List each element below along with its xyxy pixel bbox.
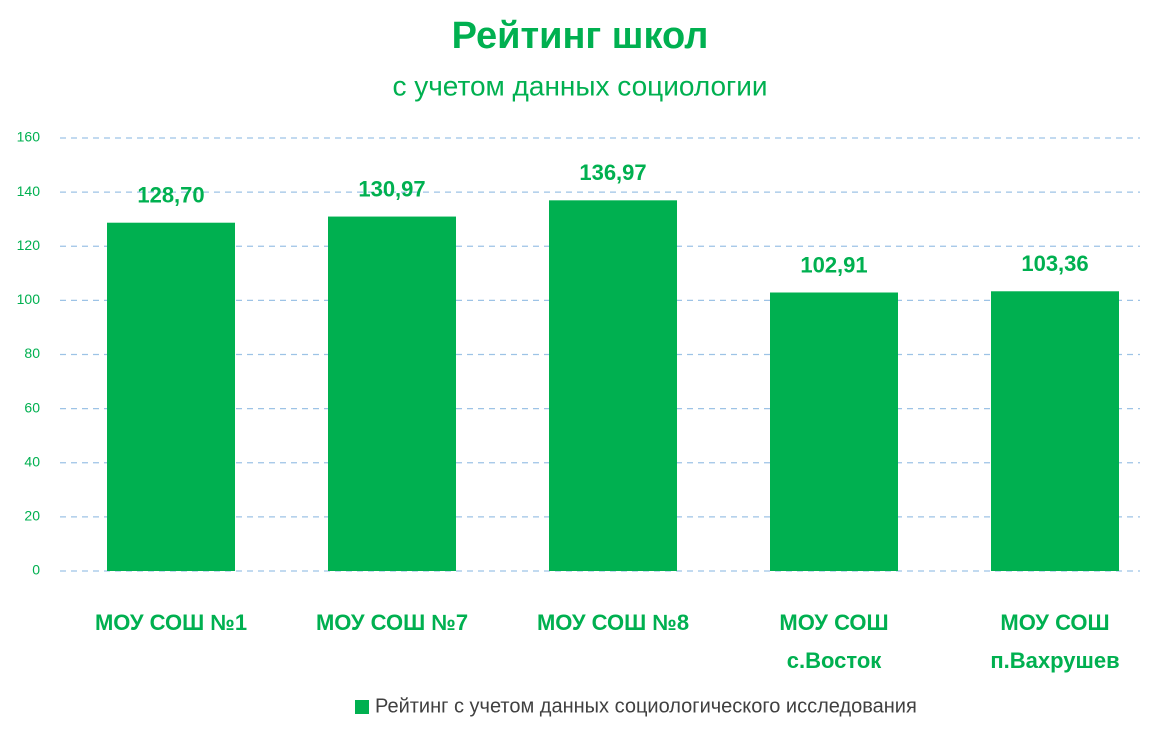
bar	[770, 292, 898, 571]
bar	[991, 291, 1119, 571]
bar	[107, 222, 235, 571]
x-tick-label: МОУ СОШ №7	[316, 610, 468, 635]
value-label: 130,97	[358, 176, 425, 201]
chart-title: Рейтинг школ	[452, 15, 709, 57]
y-tick-label: 80	[24, 345, 40, 361]
value-label: 136,97	[579, 160, 646, 185]
bar	[549, 200, 677, 571]
y-tick-label: 100	[17, 291, 41, 307]
chart-subtitle: с учетом данных социологии	[392, 70, 767, 101]
value-label: 103,36	[1021, 251, 1088, 276]
legend-swatch	[355, 700, 369, 714]
value-label: 102,91	[800, 252, 867, 277]
y-tick-label: 140	[17, 183, 41, 199]
y-tick-label: 160	[17, 129, 41, 145]
y-tick-label: 20	[24, 508, 40, 524]
y-tick-label: 40	[24, 453, 40, 469]
y-tick-label: 60	[24, 399, 40, 415]
y-tick-label: 120	[17, 237, 41, 253]
x-tick-label: МОУ СОШ №8	[537, 610, 689, 635]
x-tick-label: МОУ СОШ №1	[95, 610, 247, 635]
x-tick-label: МОУ СОШ	[779, 610, 888, 635]
x-tick-label: п.Вахрушев	[990, 648, 1119, 673]
value-label: 128,70	[137, 183, 204, 208]
x-tick-label: МОУ СОШ	[1000, 610, 1109, 635]
y-tick-label: 0	[32, 562, 40, 578]
x-tick-label: с.Восток	[787, 648, 883, 673]
legend-label: Рейтинг с учетом данных социологического…	[375, 695, 917, 717]
bar	[328, 216, 456, 571]
